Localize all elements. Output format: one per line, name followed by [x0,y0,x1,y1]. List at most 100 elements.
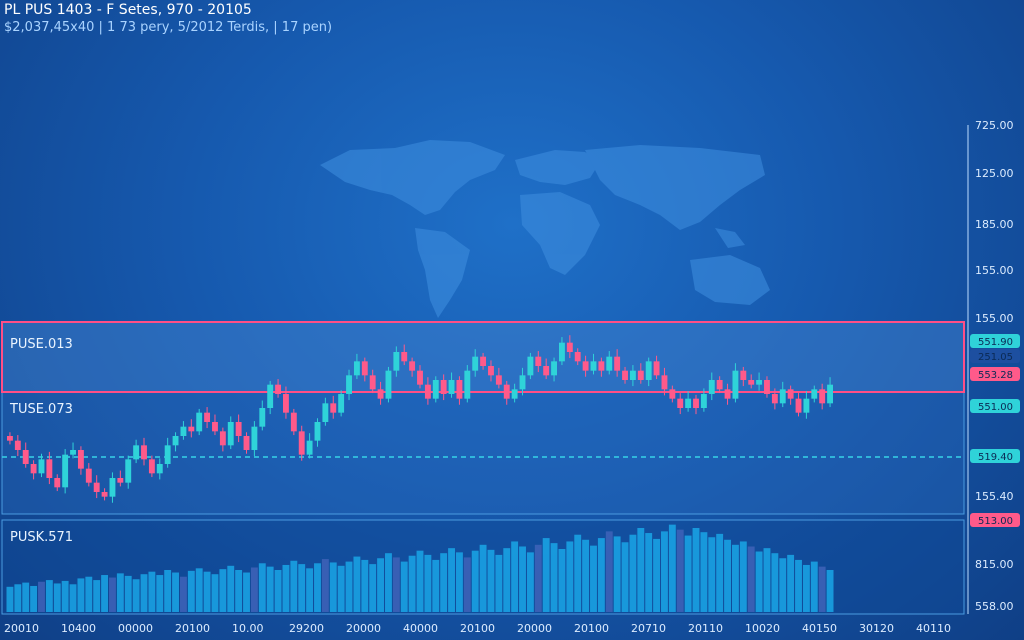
volume-bar [653,538,661,612]
candle [740,366,747,387]
volume-bar [463,557,471,612]
chart-subtitle: $2,037,45x40 | 1 73 pery, 5/2012 Terdis,… [4,20,333,35]
candle [409,357,416,377]
candle [669,385,676,403]
volume-bar [148,571,156,612]
candle [243,432,250,454]
volume-bar [818,566,826,612]
candle [661,367,668,396]
volume-bar [187,570,195,612]
candle [148,455,155,478]
volume-bar [258,563,266,612]
candle [827,377,833,408]
candle [645,357,652,387]
candle [30,460,37,480]
panel-label-lower: TUSE.073 [9,402,73,417]
volume-bar [503,548,511,612]
candle [156,458,163,480]
volume-bar [353,556,361,612]
price-tag-label: 551.90 [978,337,1013,348]
volume-bar [676,529,684,612]
candle [353,353,360,380]
candle [259,400,266,431]
candle [771,388,778,410]
candle [472,349,479,377]
volume-bar [172,572,179,612]
volume-bar [597,538,605,612]
candle [133,439,140,464]
x-tick-label: 20100 [574,622,609,635]
candle [653,355,660,380]
candle [519,367,526,396]
volume-bar [306,568,314,612]
volume-bar [826,570,834,612]
volume-bar [495,554,503,612]
candle [125,455,132,489]
volume-bar [329,562,337,612]
world-map-graphic [320,140,770,318]
volume-bars [6,524,834,612]
volume-bar [424,554,432,612]
panel-label-upper: PUSE.013 [10,337,73,352]
candle [377,381,384,405]
volume-bar [69,584,77,612]
volume-bar [30,585,38,612]
volume-bar [219,569,227,612]
candle [480,352,487,370]
candle [346,369,352,401]
candle [795,393,802,417]
candle [77,446,84,475]
volume-bar [116,573,124,612]
price-tag-label: 519.40 [978,452,1013,463]
volume-bar [661,531,668,612]
candle [424,377,431,405]
volume-bar [195,568,203,612]
candle [180,421,187,440]
candle [22,442,29,468]
candle [70,442,76,459]
y-tick-label: 125.00 [975,167,1014,180]
volume-bar [93,580,101,612]
candle [361,357,368,382]
volume-bar [385,553,392,612]
volume-bar [392,557,400,612]
volume-bar [684,535,692,612]
volume-bar [731,544,739,612]
candle [606,351,613,375]
candle [543,358,550,380]
candle [267,380,274,415]
candle [700,388,707,412]
candle [590,353,597,375]
volume-bar [526,552,534,612]
price-tag-label: 251.05 [978,352,1013,363]
volume-bar [203,571,211,612]
candle [330,395,337,419]
y-tick-label: 725.00 [975,119,1014,132]
volume-bar [361,559,369,612]
volume-bar [574,534,582,612]
candle [527,352,534,380]
volume-bar [140,574,148,612]
candle [637,363,644,384]
volume-bar [400,561,408,612]
candle [385,366,392,403]
candle [551,357,557,382]
candle [164,437,171,468]
volume-bar [471,550,479,612]
price-tags: 551.90 251.05 553.28 551.00 519.40 513.00 [970,334,1020,527]
candle [14,435,21,457]
volume-bar [550,543,558,612]
x-tick-label: 10.00 [232,622,264,635]
x-tick-label: 29200 [289,622,324,635]
volume-bar [534,544,542,612]
candle [756,372,763,391]
volume-bar [479,544,487,612]
candle [488,360,494,382]
volume-bar [314,563,321,612]
price-tag: 251.05 [970,349,1020,363]
candle [109,472,116,503]
candle [708,372,715,401]
volume-bar [101,575,109,612]
candle [7,432,13,445]
candle [716,376,723,394]
